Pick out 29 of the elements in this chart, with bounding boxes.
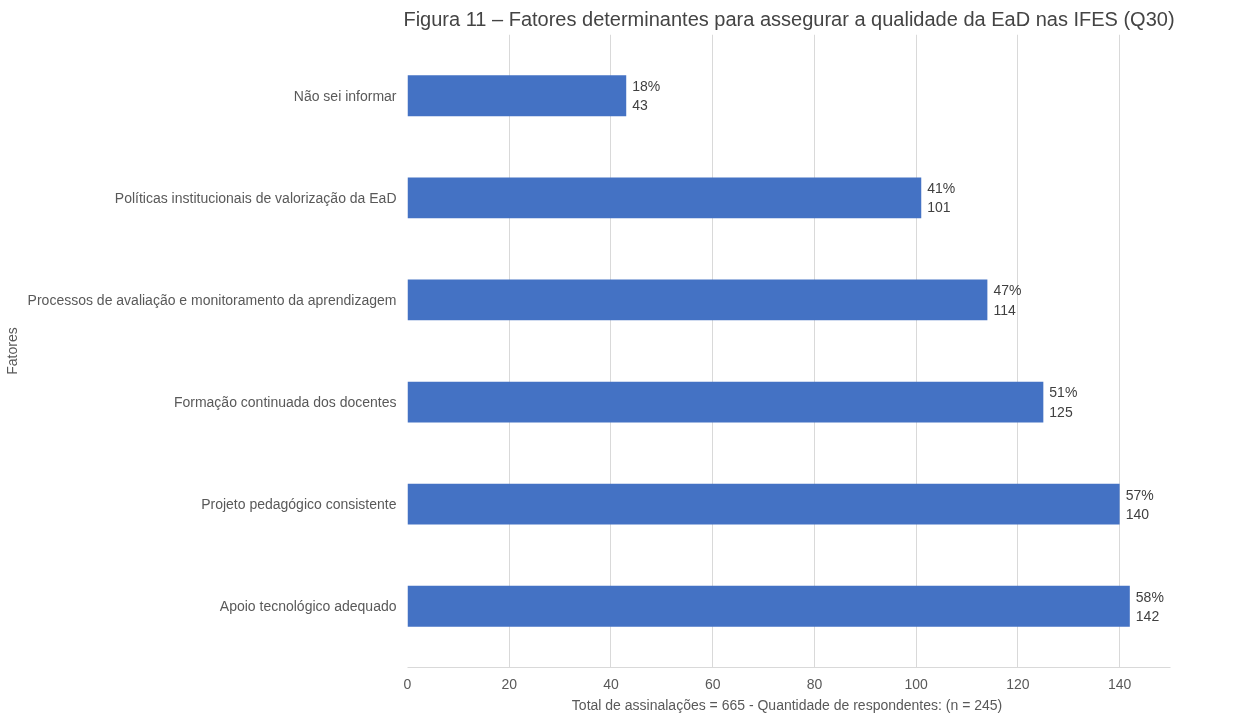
bar <box>407 279 988 321</box>
data-label: 18% 43 <box>632 78 661 114</box>
bar <box>407 381 1044 423</box>
bar <box>407 585 1130 627</box>
x-tick-label: 60 <box>704 675 721 692</box>
bar <box>407 177 922 219</box>
y-tick-label: Políticas institucionais de valorização da EaD <box>114 189 397 206</box>
y-tick-label: Apoio tecnológico adequado <box>219 598 397 615</box>
x-tick-label: 120 <box>1006 675 1030 692</box>
y-tick-label: Não sei informar <box>293 87 397 104</box>
y-tick-label: Processos de avaliação e monitoramento da aprendizagem <box>27 291 397 308</box>
data-label: 51% 125 <box>1049 384 1078 420</box>
y-tick-label: Formação continuada dos docentes <box>173 394 397 411</box>
data-label: 41% 101 <box>927 180 956 216</box>
data-label: 57% 140 <box>1125 486 1154 522</box>
data-label: 47% 114 <box>993 282 1022 318</box>
x-tick-label: 20 <box>501 675 518 692</box>
x-tick-label: 0 <box>403 675 412 692</box>
x-tick-label: 80 <box>806 675 823 692</box>
y-tick-label: Projeto pedagógico consistente <box>201 496 397 513</box>
data-label: 58% 142 <box>1135 588 1164 624</box>
x-axis-title: Total de assinalações = 665 - Quantidade de respondentes: (n = 245) <box>571 696 1003 713</box>
x-tick-label: 100 <box>904 675 929 692</box>
bar <box>407 483 1120 525</box>
y-axis-title: Fatores <box>3 327 20 375</box>
bar <box>407 75 627 117</box>
chart-title: Figura 11 – Fatores determinantes para assegurar a qualidade da EaD nas IFES (Q30) <box>403 7 1175 30</box>
x-tick-label: 140 <box>1107 675 1132 692</box>
x-tick-label: 40 <box>603 675 619 692</box>
